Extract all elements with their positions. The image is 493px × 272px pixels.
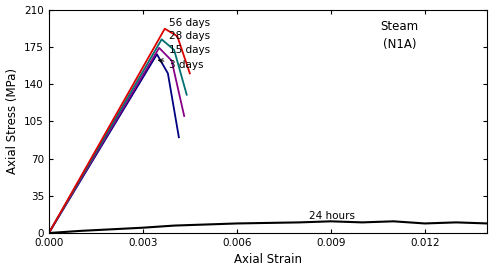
Text: 15 days: 15 days — [170, 45, 211, 55]
Text: 24 hours: 24 hours — [309, 211, 355, 221]
Text: 56 days: 56 days — [170, 18, 211, 28]
Y-axis label: Axial Stress (MPa): Axial Stress (MPa) — [5, 68, 19, 174]
Text: 28 days: 28 days — [170, 31, 211, 41]
Text: Steam
(N1A): Steam (N1A) — [381, 20, 419, 51]
X-axis label: Axial Strain: Axial Strain — [234, 254, 302, 267]
Text: 3 days: 3 days — [159, 59, 204, 70]
